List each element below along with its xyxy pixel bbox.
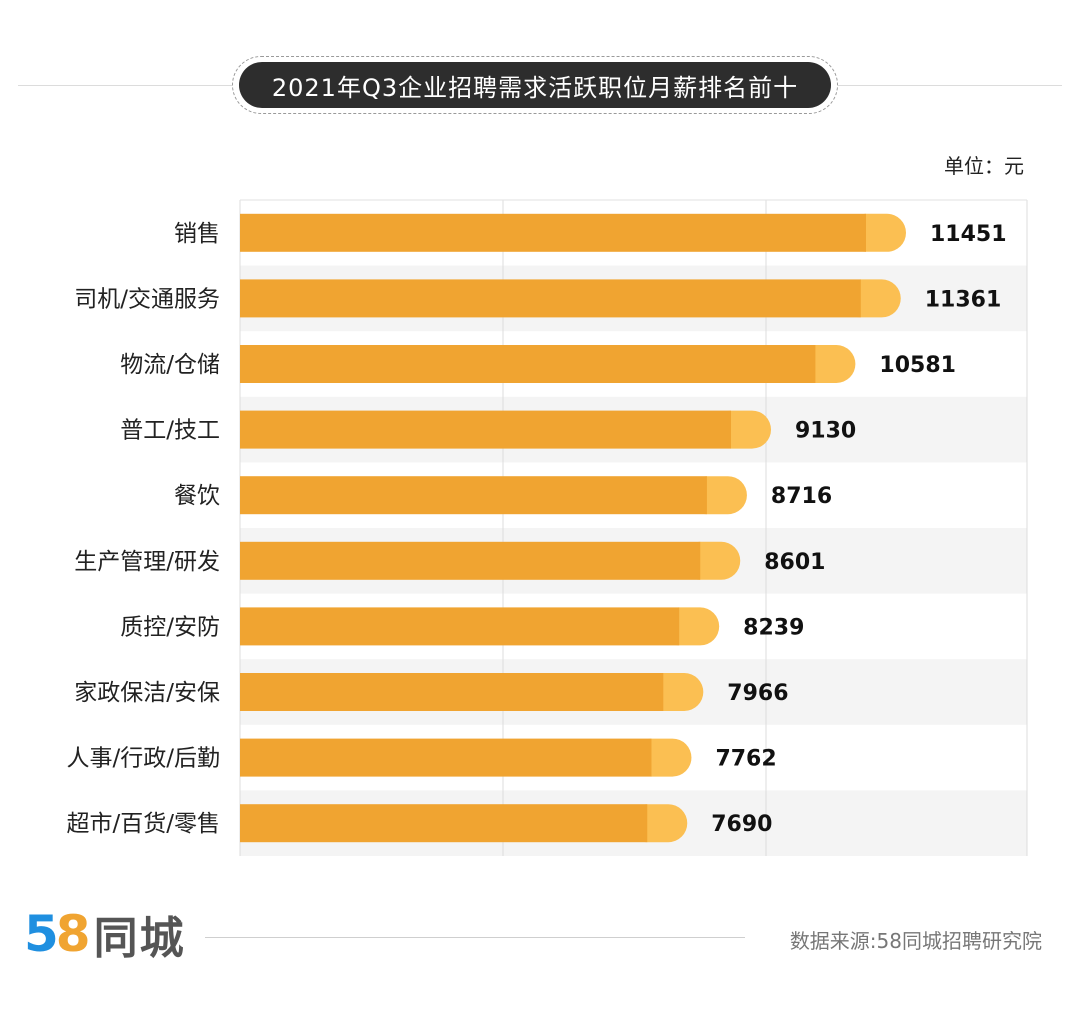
value-label: 7966 <box>727 681 788 706</box>
logo-digit-5: 5 <box>24 905 59 963</box>
logo-text: 同城 <box>93 913 186 964</box>
footer-divider <box>205 937 745 938</box>
bar <box>240 279 861 318</box>
category-label: 人事/行政/后勤 <box>67 746 221 772</box>
category-label: 销售 <box>174 221 220 247</box>
logo-digit-8: 8 <box>55 905 91 963</box>
brand-logo: 58 同城 <box>24 904 186 964</box>
value-label: 9130 <box>795 419 856 444</box>
value-label: 8239 <box>743 615 804 640</box>
category-label: 司机/交通服务 <box>74 286 220 312</box>
category-label: 普工/技工 <box>120 418 220 444</box>
category-label: 超市/百货/零售 <box>67 811 221 837</box>
bar <box>240 804 648 843</box>
bar <box>240 410 732 449</box>
category-label: 质控/安防 <box>120 614 220 640</box>
value-label: 8601 <box>764 550 825 575</box>
value-label: 7690 <box>711 812 772 837</box>
category-label: 餐饮 <box>174 483 220 509</box>
unit-label: 单位：元 <box>944 154 1024 178</box>
category-label: 生产管理/研发 <box>74 549 220 575</box>
bar <box>240 673 664 711</box>
category-label: 物流/仓储 <box>120 352 220 378</box>
logo-number: 58 <box>24 905 91 963</box>
title-badge: 2021年Q3企业招聘需求活跃职位月薪排名前十 <box>232 56 838 114</box>
data-source: 数据来源:58同城招聘研究院 <box>789 929 1042 953</box>
value-label: 10581 <box>879 353 956 378</box>
value-label: 8716 <box>771 484 832 509</box>
bar <box>240 213 866 252</box>
bar <box>240 345 816 383</box>
chart-title: 2021年Q3企业招聘需求活跃职位月薪排名前十 <box>239 62 831 108</box>
category-label: 家政保洁/安保 <box>74 680 220 706</box>
bar <box>240 541 701 580</box>
value-label: 7762 <box>715 747 776 772</box>
bar <box>240 607 680 646</box>
bar <box>240 476 707 515</box>
value-label: 11451 <box>930 222 1007 247</box>
bar <box>240 738 652 777</box>
value-label: 11361 <box>925 287 1002 312</box>
